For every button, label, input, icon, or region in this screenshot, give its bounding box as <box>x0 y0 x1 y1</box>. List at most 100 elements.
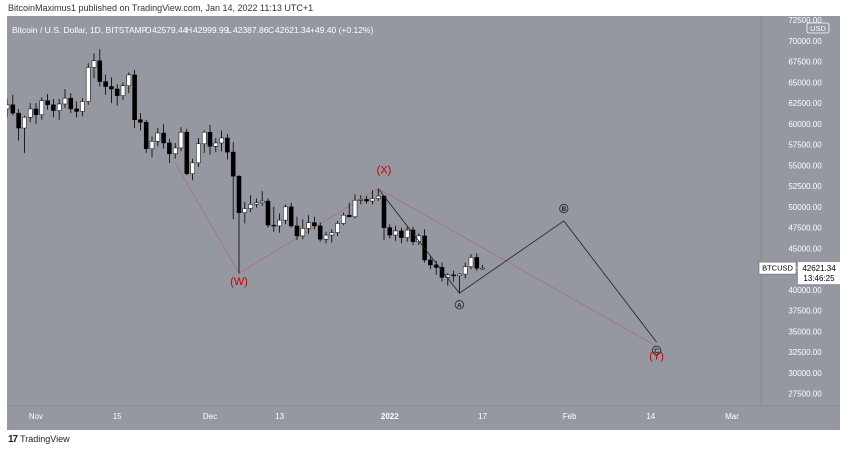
candle <box>457 273 462 294</box>
time-tick-label: 13 <box>275 412 284 421</box>
candle <box>341 212 346 226</box>
price-tag-value: 42621.34 <box>802 264 836 273</box>
published-line: BitcoinMaximus1 published on TradingView… <box>8 3 314 13</box>
candle <box>271 206 277 232</box>
price-tick-label: 55000.00 <box>788 161 822 170</box>
ohlc-low-label: L <box>227 25 232 35</box>
candle <box>80 98 85 117</box>
candle <box>56 98 62 120</box>
wave-solid-lines <box>377 188 657 343</box>
ohlc-legend: O 42579.44 H 42999.99 L 42387.86 C 42621… <box>145 25 373 35</box>
candle-body <box>149 141 155 150</box>
candle <box>283 204 288 225</box>
candle-body <box>109 86 114 90</box>
candle <box>10 94 16 116</box>
price-axis[interactable]: 72500.00 70000.00 67500.00 65000.00 62500.00… <box>760 16 822 406</box>
candle <box>114 84 120 106</box>
tradingview-footer: 17 TradingView <box>8 432 70 446</box>
candle-body <box>51 104 56 111</box>
ohlc-open-value: 42579.44 <box>152 25 188 35</box>
candle-body <box>80 101 85 112</box>
price-tick-label: 72500.00 <box>788 16 822 25</box>
candle-body <box>294 225 300 237</box>
candle <box>381 195 387 241</box>
candle-body <box>184 131 190 174</box>
chart-area[interactable]: (W) (X) (Y) A B C Bitcoin / U.S. Dollar, 1D, … <box>7 16 840 430</box>
wave-labels-layer: (W) (X) (Y) A B C <box>230 165 664 363</box>
price-tick-label: 47500.00 <box>788 224 822 233</box>
candle <box>155 128 161 147</box>
candle <box>196 137 201 168</box>
candle <box>219 130 224 152</box>
candle <box>335 220 340 236</box>
candle-body <box>45 100 50 106</box>
ohlc-change: +49.40 (+0.12%) <box>310 25 373 35</box>
candle <box>393 225 398 241</box>
time-tick-label: Nov <box>29 412 43 421</box>
wave-dotted-lines <box>174 162 657 347</box>
ohlc-high-label: H <box>186 25 192 35</box>
candle-body <box>201 131 207 145</box>
candle-body <box>143 121 149 150</box>
candle-body <box>167 142 172 154</box>
candle-body <box>306 222 311 229</box>
candle-body <box>196 143 201 164</box>
candle <box>172 142 178 159</box>
candle-body <box>103 81 108 87</box>
candle-body <box>370 198 375 202</box>
candle <box>288 202 294 228</box>
candle-body <box>85 67 91 102</box>
currency-badge[interactable]: USD <box>806 22 830 34</box>
candle <box>85 63 91 105</box>
candle <box>33 103 39 124</box>
candle-body <box>10 104 16 114</box>
candle <box>480 264 485 270</box>
wave-solid-path <box>377 188 657 343</box>
candle <box>143 119 149 153</box>
candle-body <box>219 137 224 144</box>
price-tick-label: 27500.00 <box>788 390 822 399</box>
candle <box>248 195 253 212</box>
candle <box>207 124 213 155</box>
time-tick-label: Feb <box>563 412 577 421</box>
candle-body <box>375 195 381 199</box>
candle-body <box>468 257 474 267</box>
candle-body <box>341 214 346 224</box>
time-tick-label: 2022 <box>381 412 399 421</box>
candle-body <box>33 108 39 115</box>
candle <box>184 128 190 176</box>
candle <box>329 229 335 243</box>
candle-body <box>27 108 33 118</box>
candle <box>161 123 166 149</box>
candle <box>317 222 323 242</box>
candle-body <box>213 142 219 147</box>
candle <box>399 227 404 244</box>
price-tag-countdown: 13:46:25 <box>803 274 835 283</box>
candle-body <box>462 266 468 275</box>
candle-body <box>346 214 352 218</box>
candle-body <box>22 116 27 129</box>
wave-dotted-path <box>174 162 657 347</box>
candle-body <box>7 104 10 110</box>
candle <box>265 198 271 228</box>
candle <box>352 194 358 219</box>
candle-body <box>74 108 79 112</box>
candle-body <box>120 85 126 96</box>
candles-layer <box>7 49 485 294</box>
candle-body <box>236 175 242 213</box>
time-tick-label: Dec <box>203 412 217 421</box>
price-tick-label: 37500.00 <box>788 307 822 316</box>
time-tick-label: 14 <box>646 412 655 421</box>
candlestick-chart[interactable]: (W) (X) (Y) A B C Bitcoin / U.S. Dollar, 1D, … <box>7 16 840 430</box>
candle-body <box>259 200 265 203</box>
candle-body <box>358 199 364 201</box>
price-tick-label: 40000.00 <box>788 286 822 295</box>
candle-body <box>288 206 294 227</box>
price-tick-label: 30000.00 <box>788 369 822 378</box>
time-tick-label: 15 <box>113 412 122 421</box>
candle-body <box>155 132 161 142</box>
circle-wave-label: C <box>651 345 662 356</box>
time-tick-label: 17 <box>478 412 487 421</box>
time-axis[interactable]: Nov 15 Dec 13 2022 17 Feb 14 Mar <box>7 405 840 421</box>
candle <box>149 136 155 158</box>
